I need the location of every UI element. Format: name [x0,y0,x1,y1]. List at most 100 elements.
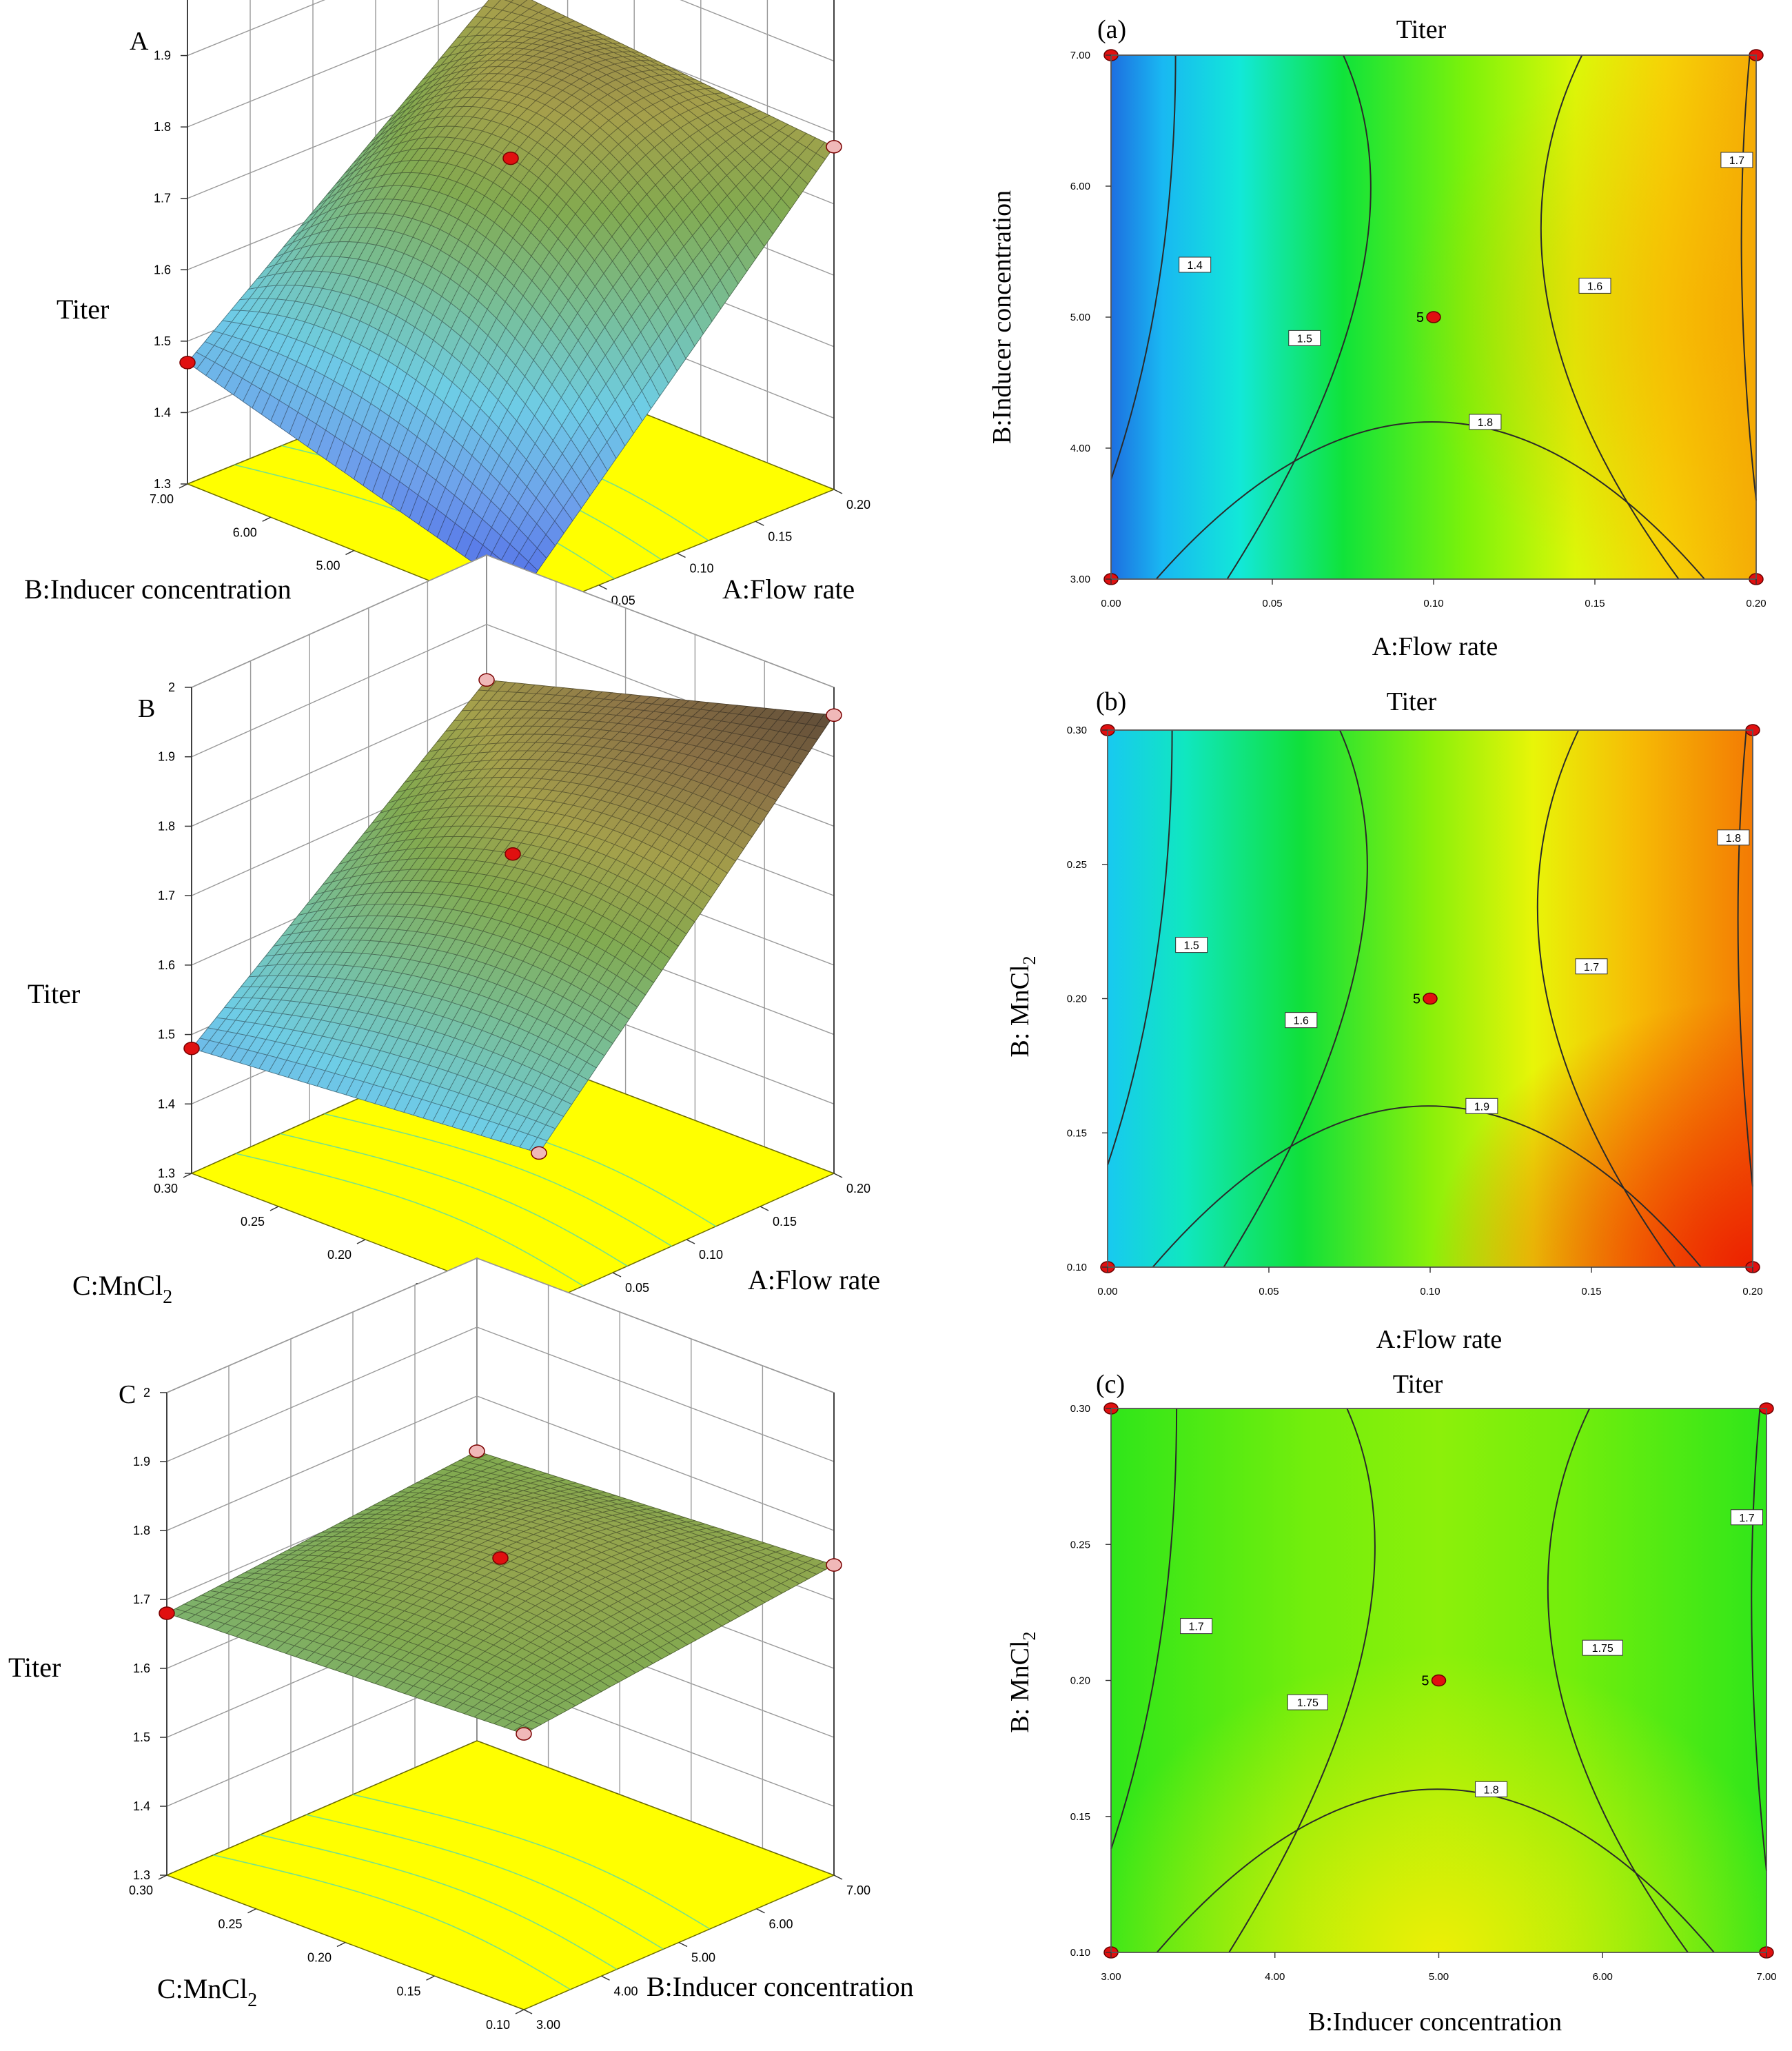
z-axis-label: Titer [28,978,80,1009]
response-surface [187,0,835,596]
y-axis-label-subscript: 2 [1019,1631,1039,1640]
y-tick-mark [247,1908,256,1914]
design-point [516,1727,532,1741]
contour-label: 1.4 [1188,260,1203,272]
x-axis-label: B:Inducer concentration [646,1971,914,2002]
x-tick-label: 0.15 [1581,1286,1601,1297]
response-surface [191,679,835,1153]
z-tick-label: 1.5 [154,334,171,348]
chart-title: Titer [1387,687,1437,716]
panel-letter: B [138,694,155,723]
x-tick-label: 0.05 [625,1281,649,1295]
x-tick-label: 3.00 [1101,1971,1121,1983]
x-axis-label: A:Flow rate [748,1264,880,1295]
x-tick-mark [833,1173,843,1178]
x-tick-mark [678,1941,688,1948]
z-tick-label: 1.4 [154,405,171,419]
y-tick-mark [515,2009,525,2014]
x-tick-label: 0.20 [1746,598,1766,609]
y-axis-label-main: B: MnCl [1006,964,1035,1057]
x-tick-label: 7.00 [1756,1971,1776,1983]
y-axis-label: C:MnCl2 [157,1973,257,2011]
y-tick-label: 0.30 [129,1883,153,1897]
x-tick-label: 0.15 [1585,598,1605,609]
chart-title: Titer [1396,15,1447,44]
panel-letter: A [130,27,149,56]
design-point [1431,1674,1447,1687]
design-point [469,1444,485,1458]
design-point [502,151,519,165]
z-tick-label: 1.3 [154,477,171,491]
y-axis-label-subscript: 2 [163,1286,172,1308]
contour-label: 1.5 [1297,333,1312,345]
x-tick-label: 0.10 [1420,1286,1440,1297]
z-tick-label: 1.3 [158,1166,175,1180]
x-tick-label: 0.00 [1101,598,1121,609]
z-tick-label: 1.9 [154,49,171,63]
x-tick-mark [756,1908,765,1914]
design-point [1426,311,1441,323]
center-point-label: 5 [1416,310,1424,325]
y-axis-label: B:Inducer concentration [988,190,1017,444]
contour-label: 1.6 [1587,281,1602,292]
contour-panel-(b): 1.5 1.6 1.7 1.8 1.9 5 0.00 0.05 0.10 0.15 0.20 0.10… [1006,687,1763,1354]
z-tick-label: 2 [168,680,175,694]
y-tick-label: 0.15 [1070,1811,1090,1823]
contour-label: 1.8 [1726,833,1741,845]
panel-letter: C [119,1380,136,1409]
x-tick-label: 0.20 [846,498,870,512]
design-point [531,1146,547,1160]
design-point [826,140,842,154]
y-axis-label-subscript: 2 [247,1990,257,2011]
y-tick-label: 0.20 [327,1248,352,1262]
x-tick-label: 0.05 [611,594,635,607]
y-tick-mark [262,516,272,522]
y-axis-label: B:Inducer concentration [24,574,292,605]
x-tick-mark [755,521,764,526]
design-point [478,673,495,687]
y-tick-label: 0.25 [218,1917,242,1931]
z-tick-label: 1.5 [158,1028,175,1042]
z-tick-label: 1.9 [158,750,175,764]
z-tick-label: 1.9 [133,1455,150,1468]
contour-panel-(c): 1.7 1.75 1.75 1.7 1.8 5 3.00 4.00 5.00 6.00 7.00 0.… [1006,1370,1777,2037]
x-tick-label: 0.10 [690,562,714,576]
y-tick-mark [356,1239,366,1244]
y-axis-label-main: C:MnCl [72,1270,163,1301]
y-tick-mark [336,1941,346,1948]
y-tick-label: 0.25 [1070,1539,1090,1550]
surface-panel-B: 1.3 1.4 1.5 1.6 1.7 1.8 1.9 2 0.10 0.15 0.20 0.25 0.… [28,554,880,1328]
y-axis-label: B: MnCl2 [1006,956,1039,1057]
x-tick-mark [677,552,686,558]
y-axis-label-main: C:MnCl [157,1973,247,2004]
contour-label: 1.7 [1189,1621,1204,1633]
z-axis-label: Titer [57,294,109,325]
design-point [826,1558,842,1572]
floor-contour-line [236,1153,584,1286]
y-tick-label: 0.30 [154,1182,178,1195]
design-point [183,1041,200,1055]
y-tick-mark [426,1975,435,1981]
x-axis-label: B:Inducer concentration [1308,2008,1562,2037]
design-point [505,847,521,861]
contour-label: 1.7 [1739,1513,1754,1524]
z-tick-label: 1.6 [154,263,171,276]
y-axis-label: B: MnCl2 [1006,1631,1039,1732]
contour-label: 1.5 [1184,940,1199,952]
x-tick-label: 4.00 [614,1984,638,1998]
x-tick-label: 0.15 [773,1215,797,1229]
design-point [179,356,196,370]
z-tick-label: 1.6 [158,958,175,972]
y-tick-label: 0.20 [307,1951,332,1965]
z-tick-label: 1.7 [154,192,171,205]
wall-grid-line [191,554,835,688]
z-tick-label: 1.3 [133,1868,150,1882]
x-tick-label: 0.15 [768,529,792,543]
y-tick-label: 0.10 [1067,1262,1087,1273]
x-tick-label: 0.10 [1423,598,1443,609]
x-tick-label: 4.00 [1265,1971,1285,1983]
y-tick-mark [183,1173,192,1178]
y-tick-label: 0.20 [1067,993,1087,1005]
z-axis-label: Titer [8,1652,61,1683]
